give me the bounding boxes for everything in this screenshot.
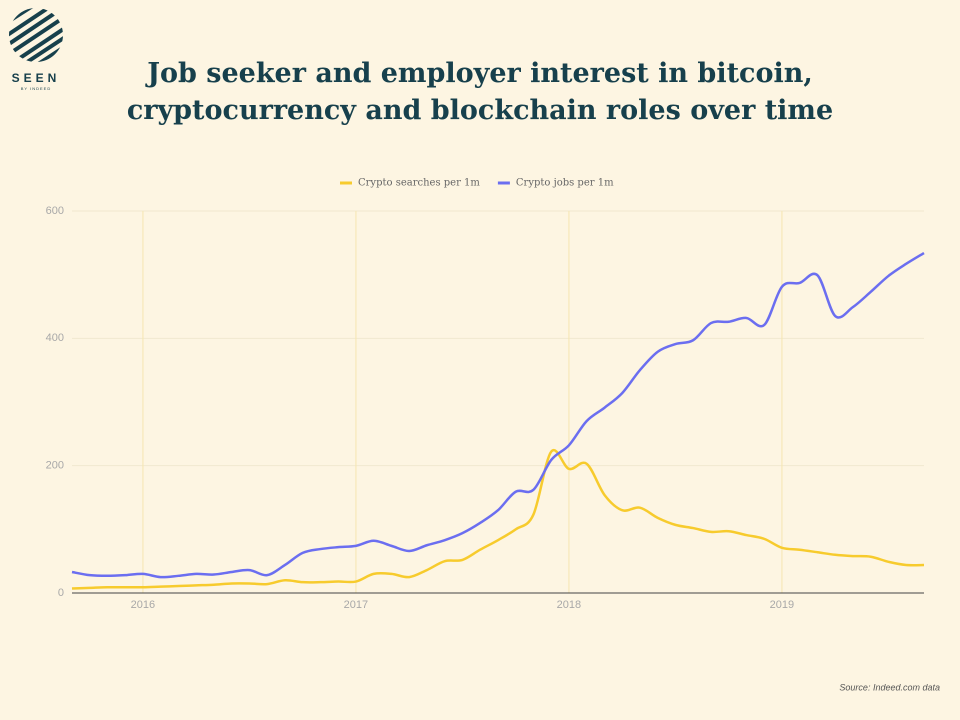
logo-sub: BY INDEED <box>21 86 52 91</box>
y-tick-label: 600 <box>46 205 64 217</box>
series-line <box>71 448 925 590</box>
source: Source: Indeed.com data <box>839 682 940 692</box>
x-tick-label: 2018 <box>557 599 581 611</box>
y-tick-label: 200 <box>46 460 64 472</box>
legend-label: Crypto jobs per 1m <box>516 178 614 189</box>
logo-name: SEEN <box>12 71 61 85</box>
x-tick-label: 2016 <box>131 599 155 611</box>
y-tick-label: 400 <box>46 332 64 344</box>
y-tick-label: 0 <box>58 587 64 599</box>
series-line <box>71 251 925 579</box>
x-tick-label: 2019 <box>770 599 794 611</box>
x-tick-label: 2017 <box>344 599 368 611</box>
legend-label: Crypto searches per 1m <box>358 178 480 189</box>
chart-title: Job seeker and employer interest in bitc… <box>127 58 833 126</box>
